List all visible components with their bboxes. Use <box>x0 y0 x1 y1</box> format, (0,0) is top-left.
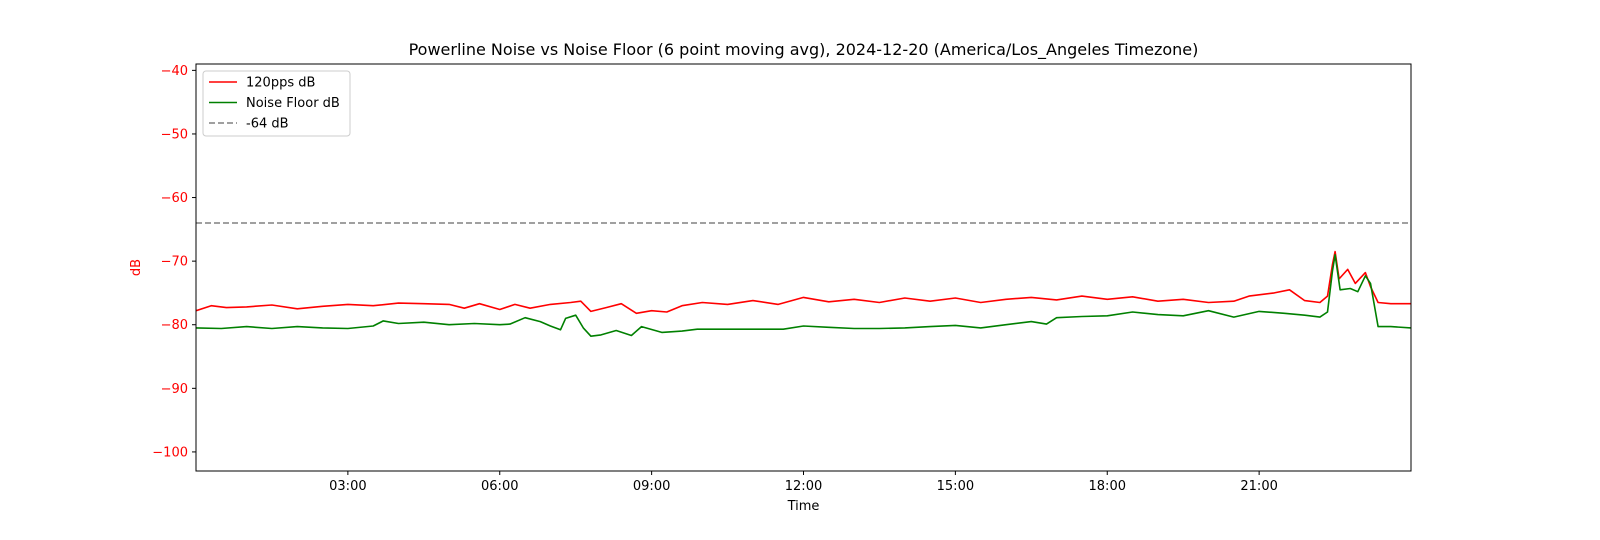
legend-label: Noise Floor dB <box>246 96 340 111</box>
series-line-noise-floor-db <box>196 254 1411 337</box>
x-tick-label: 15:00 <box>937 479 974 494</box>
legend: 120pps dB Noise Floor dB -64 dB <box>202 70 351 137</box>
y-tick-label: −100 <box>152 445 188 460</box>
chart-title: Powerline Noise vs Noise Floor (6 point … <box>409 40 1199 60</box>
y-tick-label: −90 <box>161 382 188 397</box>
legend-box <box>202 70 351 137</box>
plot-area <box>195 63 1412 472</box>
y-tick-label: −60 <box>161 191 188 206</box>
x-tick-label: 21:00 <box>1240 479 1277 494</box>
x-tick-label: 18:00 <box>1089 479 1126 494</box>
x-tick-label: 06:00 <box>481 479 518 494</box>
x-axis: 03:00 06:00 09:00 12:00 15:00 18:00 21:00 <box>329 471 1278 494</box>
series-group <box>196 222 1411 337</box>
x-axis-label: Time <box>787 499 820 514</box>
x-tick-label: 03:00 <box>329 479 366 494</box>
series-line-120pps-db <box>196 250 1411 315</box>
y-axis: −40 −50 −60 −70 −80 −90 −100 <box>152 64 196 460</box>
legend-label: -64 dB <box>246 117 289 132</box>
y-tick-label: −40 <box>161 64 188 79</box>
y-tick-label: −50 <box>161 127 188 142</box>
y-axis-label: dB <box>129 259 144 276</box>
x-tick-label: 12:00 <box>785 479 822 494</box>
legend-label: 120pps dB <box>246 76 315 91</box>
y-tick-label: −80 <box>161 318 188 333</box>
x-tick-label: 09:00 <box>633 479 670 494</box>
y-tick-label: −70 <box>161 255 188 270</box>
plot-frame <box>195 63 1412 472</box>
